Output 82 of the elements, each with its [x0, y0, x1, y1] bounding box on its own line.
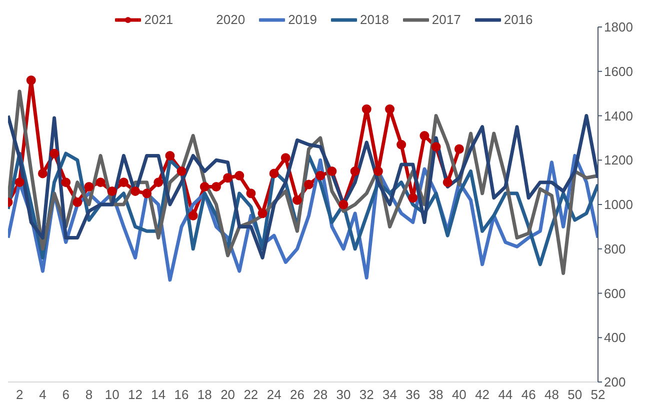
x-tick-label: 48: [544, 387, 559, 402]
x-tick-label: 20: [220, 387, 236, 402]
point: [118, 178, 128, 188]
point: [327, 166, 337, 176]
point: [454, 144, 464, 154]
x-tick-label: 28: [313, 387, 328, 402]
point: [304, 180, 314, 190]
point: [442, 178, 452, 188]
point: [246, 188, 256, 198]
point: [280, 153, 290, 163]
text: 2020: [216, 12, 246, 27]
y-tick-label: 200: [604, 374, 626, 390]
point: [338, 200, 348, 210]
point: [420, 130, 430, 140]
x-tick-label: 50: [568, 387, 582, 402]
legend-label: 2018: [360, 12, 389, 27]
point: [362, 104, 372, 114]
y-tick-label: 1200: [604, 152, 633, 168]
point: [107, 186, 117, 196]
x-tick-label: 4: [39, 387, 46, 402]
point: [26, 76, 36, 85]
point: [234, 170, 244, 180]
legend-label: 2017: [432, 12, 461, 27]
x-tick-label: 22: [244, 387, 258, 402]
point: [316, 170, 326, 180]
point: [84, 182, 94, 192]
x-tick-label: 2: [16, 387, 24, 402]
point: [269, 168, 279, 178]
legend-label: 2021: [144, 12, 174, 27]
x-tick-label: 44: [498, 387, 513, 402]
point: [292, 195, 302, 205]
x-tick-label: 12: [128, 387, 142, 402]
point: [258, 208, 268, 218]
point: [130, 186, 140, 196]
point: [408, 193, 418, 203]
x-tick-label: 40: [452, 387, 466, 402]
x-tick-label: 18: [197, 387, 212, 402]
point: [431, 142, 441, 152]
x-tick-label: 26: [290, 387, 304, 402]
point: [176, 166, 186, 176]
legend-label: 2019: [288, 12, 317, 27]
x-tick-label: 24: [266, 387, 282, 402]
x-tick-label: 38: [428, 387, 444, 402]
point: [154, 178, 164, 188]
point: [223, 173, 233, 183]
x-tick-label: 46: [521, 387, 536, 402]
point: [396, 140, 406, 150]
point: [50, 148, 60, 158]
point: [14, 178, 24, 188]
y-tick-label: 800: [604, 241, 626, 256]
point: [38, 168, 48, 178]
point: [165, 150, 175, 160]
point: [61, 178, 71, 188]
point: [211, 182, 221, 192]
point: [188, 210, 198, 220]
line-series: [8, 90, 598, 276]
x-tick-label: 16: [174, 387, 189, 402]
x-tick-label: 14: [151, 387, 166, 402]
y-tick-label: 600: [604, 286, 626, 301]
x-tick-label: 30: [336, 387, 351, 402]
point: [200, 182, 210, 192]
x-tick-label: 52: [590, 387, 606, 402]
x-tick-label: 36: [406, 387, 420, 402]
x-tick-label: 32: [359, 387, 374, 402]
y-tick-label: 1000: [604, 197, 633, 212]
y-tick-label: 1400: [604, 108, 633, 124]
point: [350, 166, 360, 176]
point: [373, 166, 383, 176]
point: [72, 198, 82, 208]
y-tick-label: 400: [604, 330, 626, 346]
x-tick-label: 8: [85, 387, 93, 402]
x-tick-label: 6: [62, 387, 70, 402]
line-series: [8, 114, 598, 260]
y-tick-label: 1800: [604, 20, 633, 35]
point: [385, 104, 395, 114]
legend-label: 2016: [504, 12, 533, 27]
x-tick-label: 10: [104, 387, 120, 402]
x-tick-label: 34: [382, 387, 397, 402]
y-tick-label: 1600: [604, 64, 633, 79]
point: [142, 188, 152, 198]
x-tick-label: 42: [475, 387, 490, 402]
point: [96, 178, 106, 188]
